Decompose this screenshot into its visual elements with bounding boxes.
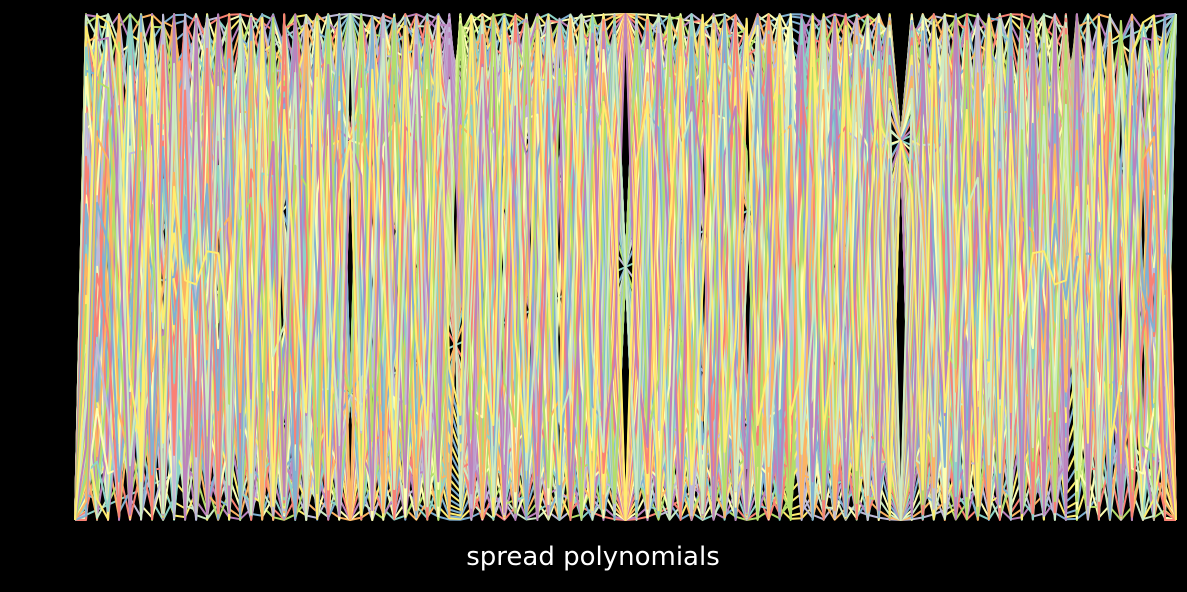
series-lines [74,13,1177,521]
series-line-s99 [74,13,1177,521]
x-axis-label: spread polynomials [466,542,720,572]
series-line-s100 [74,14,1177,521]
plot-area [74,13,1177,521]
